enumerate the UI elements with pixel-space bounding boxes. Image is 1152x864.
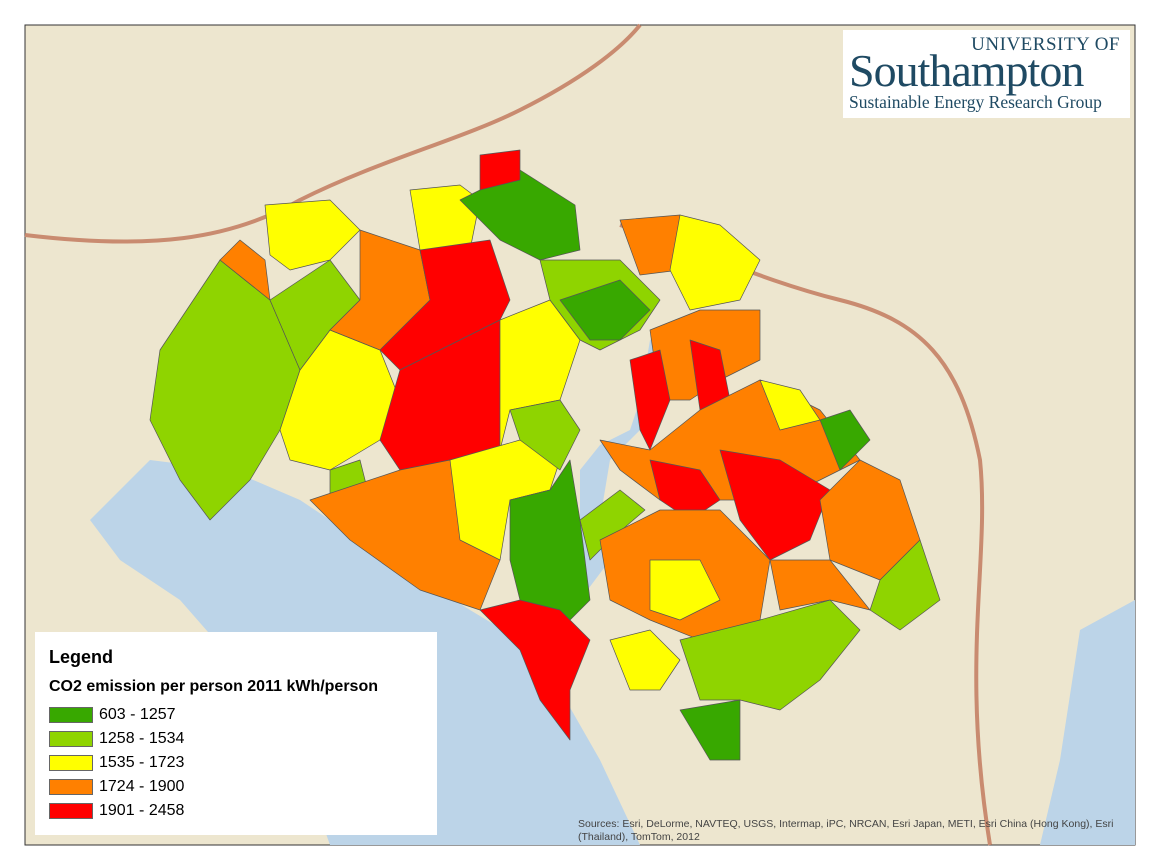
sources-line: (Thailand), TomTom, 2012 [578, 831, 700, 843]
ward [559, 279, 651, 341]
ward [869, 539, 941, 631]
legend-label: 603 - 1257 [99, 706, 176, 723]
ward [509, 399, 581, 471]
legend-swatch [49, 707, 93, 723]
ward [629, 349, 671, 451]
legend-swatch [49, 803, 93, 819]
ward [509, 459, 591, 631]
legend-label: 1535 - 1723 [99, 754, 185, 771]
ward [649, 559, 721, 621]
ward [479, 599, 591, 741]
ward [609, 629, 681, 691]
ward [769, 559, 871, 611]
legend-subtitle: CO2 emission per person 2011 kWh/person [49, 678, 378, 695]
sources: Sources: Esri, DeLorme, NAVTEQ, USGS, In… [578, 818, 1113, 844]
ward [219, 239, 271, 301]
ward [669, 214, 761, 311]
legend-label: 1901 - 2458 [99, 802, 185, 819]
ward [409, 184, 481, 251]
ward [819, 409, 871, 471]
ward [719, 449, 831, 561]
water [1040, 600, 1135, 845]
logo: UNIVERSITY OF Southampton Sustainable En… [843, 30, 1130, 118]
logo-name: Southampton [849, 45, 1084, 96]
legend: Legend CO2 emission per person 2011 kWh/… [35, 632, 437, 835]
legend-label: 1258 - 1534 [99, 730, 185, 747]
ward [679, 699, 741, 761]
ward [679, 599, 861, 711]
wards [149, 149, 941, 761]
logo-line: UNIVERSITY OF [971, 34, 1120, 55]
motorway [24, 23, 642, 244]
logo-line: Sustainable Energy Research Group [849, 92, 1102, 112]
sources-line: Sources: Esri, DeLorme, NAVTEQ, USGS, In… [578, 818, 1114, 830]
ward [479, 149, 521, 191]
legend-swatch [49, 779, 93, 795]
legend-label: 1724 - 1900 [99, 778, 185, 795]
legend-swatch [49, 731, 93, 747]
legend-swatch [49, 755, 93, 771]
ward [579, 489, 646, 561]
legend-title: Legend [49, 647, 114, 667]
